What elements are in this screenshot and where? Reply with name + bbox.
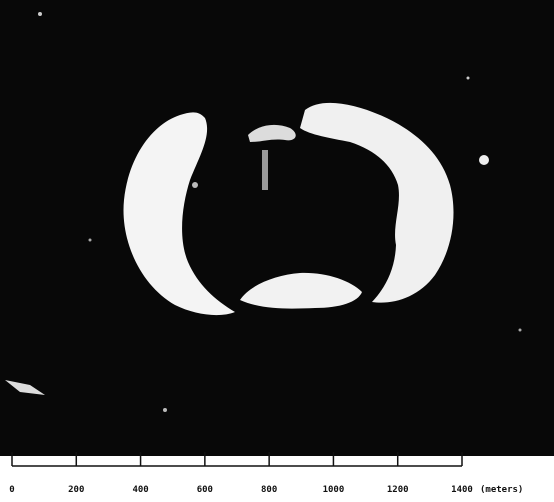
scale-label: 0 (9, 485, 14, 495)
right-shape (300, 102, 454, 303)
speckle (192, 182, 198, 188)
speckle (163, 408, 167, 412)
speckle (466, 76, 470, 80)
speckle (479, 155, 489, 165)
left-crescent (123, 112, 235, 316)
scale-bar: 0 200 400 600 800 1000 1200 1400 (meters) (9, 452, 523, 495)
scale-label: 800 (261, 485, 277, 495)
scale-label: 200 (68, 485, 84, 495)
scale-label: 1200 (387, 485, 409, 495)
top-speckle (248, 124, 296, 142)
scale-unit: (meters) (480, 485, 523, 495)
scale-label: 1000 (323, 485, 345, 495)
speckle (5, 380, 45, 395)
speckle (88, 238, 92, 242)
scale-label: 400 (132, 485, 148, 495)
scale-label: 600 (197, 485, 213, 495)
bottom-blob (240, 272, 362, 309)
speckle (518, 328, 522, 332)
speckle (38, 12, 42, 16)
radar-image (0, 0, 554, 456)
speckle (262, 150, 268, 190)
scale-label: 1400 (451, 485, 473, 495)
